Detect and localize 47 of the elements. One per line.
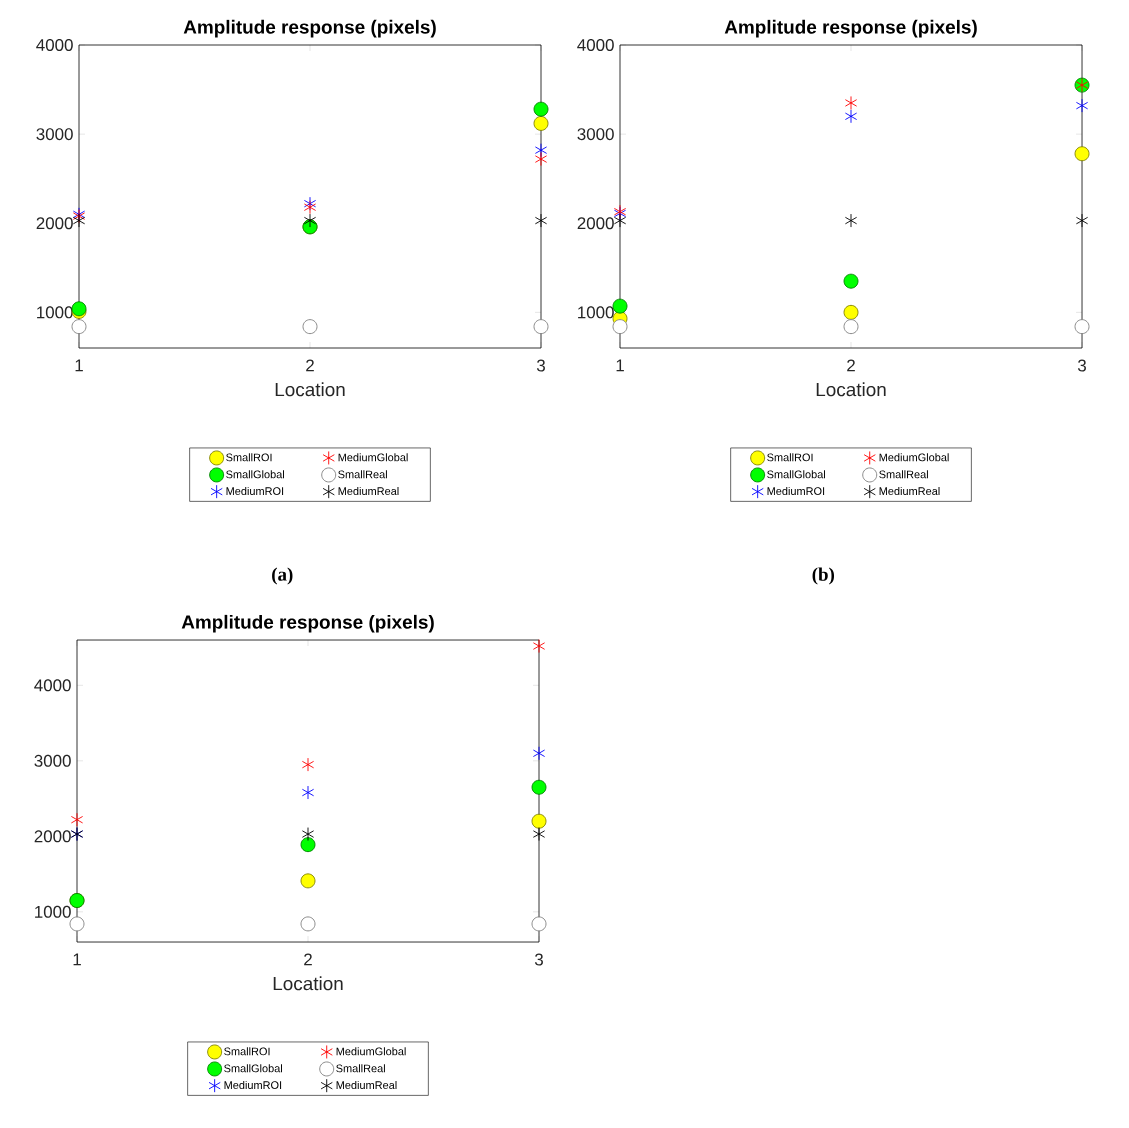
text: (b) xyxy=(812,567,835,585)
legend-label: SmallGlobal xyxy=(767,470,825,479)
legend-label: MediumROI xyxy=(767,486,825,495)
legend-label: MediumGlobal xyxy=(879,453,949,462)
y-tick-label: 2000 xyxy=(34,830,71,843)
legend-label: SmallReal xyxy=(879,470,928,479)
chart-title: Amplitude response (pixels) xyxy=(181,614,434,633)
y-tick-label: 3000 xyxy=(34,754,71,767)
legend-label: MediumROI xyxy=(226,486,284,495)
y-tick-label: 1000 xyxy=(37,306,73,319)
x-tick-label: 2 xyxy=(306,359,314,372)
legend-label: SmallROI xyxy=(224,1047,270,1056)
x-tick-label: 1 xyxy=(616,359,624,372)
x-tick-label: 3 xyxy=(536,359,545,372)
text: (a) xyxy=(272,567,293,585)
y-tick-label: 2000 xyxy=(577,217,614,230)
legend-label: SmallGlobal xyxy=(226,470,284,479)
legend-label: SmallROI xyxy=(767,453,813,462)
y-tick-label: 1000 xyxy=(35,905,71,918)
x-tick-label: 1 xyxy=(73,953,81,966)
legend-label: MediumGlobal xyxy=(336,1047,406,1056)
legend-label: MediumReal xyxy=(336,1080,397,1089)
legend-label: SmallROI xyxy=(226,453,272,462)
x-axis-title: Location xyxy=(273,976,343,991)
legend-label: SmallReal xyxy=(338,470,387,479)
x-axis-title: Location xyxy=(816,382,886,397)
x-axis-title: Location xyxy=(275,382,345,397)
y-tick-label: 3000 xyxy=(577,128,614,141)
x-tick-label: 3 xyxy=(534,953,543,966)
x-tick-label: 2 xyxy=(847,359,855,372)
chart-title: Amplitude response (pixels) xyxy=(183,19,436,38)
x-tick-label: 2 xyxy=(304,953,312,966)
legend-label: MediumROI xyxy=(224,1080,282,1089)
legend-label: MediumReal xyxy=(338,486,399,495)
y-tick-label: 3000 xyxy=(36,128,73,141)
chart-title: Amplitude response (pixels) xyxy=(724,19,977,38)
legend-label: SmallGlobal xyxy=(224,1064,282,1073)
legend-label: MediumGlobal xyxy=(338,453,408,462)
x-tick-label: 1 xyxy=(75,359,83,372)
y-tick-label: 1000 xyxy=(578,306,614,319)
y-tick-label: 2000 xyxy=(36,217,73,230)
x-tick-label: 3 xyxy=(1077,359,1086,372)
y-tick-label: 4000 xyxy=(36,39,73,52)
y-tick-label: 4000 xyxy=(577,39,614,52)
legend-label: SmallReal xyxy=(336,1064,385,1073)
legend-label: MediumReal xyxy=(879,486,940,495)
y-tick-label: 4000 xyxy=(34,679,71,692)
